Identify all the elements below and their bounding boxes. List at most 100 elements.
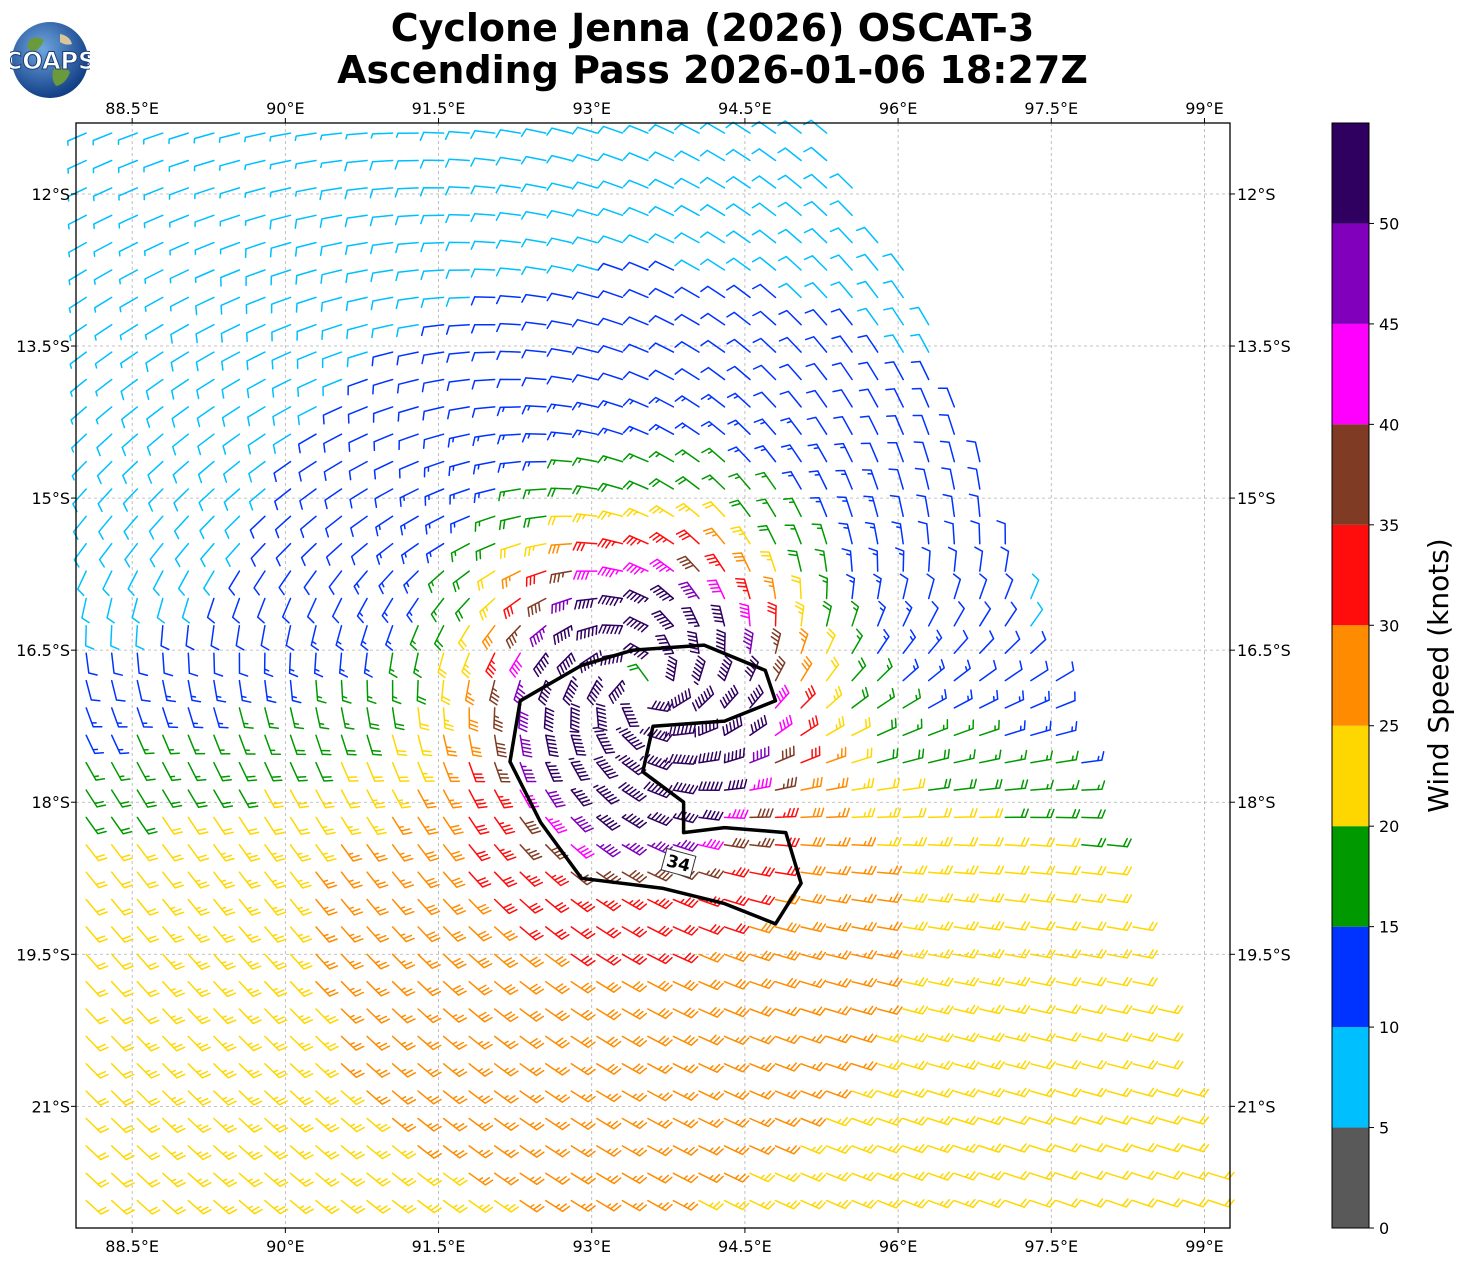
wind-barb-1038	[876, 893, 903, 904]
wind-barb-143	[597, 235, 624, 244]
wind-barb-1010	[162, 898, 185, 916]
wind-barb-223	[144, 323, 164, 340]
wind-barb-234	[420, 323, 445, 337]
wind-barb-1034	[774, 894, 801, 905]
wind-barb-1201	[774, 1006, 801, 1017]
wind-barb-1242	[723, 1035, 750, 1045]
wind-barb-1219	[136, 1035, 160, 1052]
wind-barb-1416	[723, 1145, 750, 1156]
wind-barb-604	[846, 573, 856, 600]
chart-title-line2: Ascending Pass 2026-01-06 18:27Z	[337, 48, 1088, 92]
wind-barb-797	[876, 717, 897, 737]
wind-barb-434	[223, 488, 241, 511]
wind-barb-1312	[315, 1090, 340, 1106]
wind-barb-369	[373, 433, 394, 452]
wind-barb-1306	[162, 1090, 186, 1106]
wind-barb-564	[759, 551, 777, 572]
wind-barb-48	[520, 155, 547, 165]
wind-barb-1359	[391, 1117, 417, 1132]
wind-barb-133	[344, 241, 368, 256]
wind-barb-81	[597, 180, 624, 189]
wind-barb-1193	[570, 1008, 596, 1021]
wind-barb-885	[85, 816, 107, 835]
wind-barb-783	[519, 734, 533, 758]
wind-barb-703	[464, 679, 475, 706]
wind-barb-318	[831, 362, 853, 381]
wind-barb-555	[525, 570, 547, 587]
wind-barb-503	[149, 542, 164, 568]
wind-barb-809	[187, 761, 207, 782]
wind-barb-958	[927, 836, 953, 847]
wind-barb-344	[622, 398, 649, 408]
wind-barb-791	[722, 716, 743, 737]
wind-barb-299	[347, 378, 368, 396]
wind-barb-161	[245, 269, 266, 287]
wind-barb-370	[398, 433, 419, 451]
wind-barb-991	[723, 867, 750, 878]
wind-barb-409	[497, 460, 521, 473]
wind-barb-1418	[774, 1145, 801, 1155]
wind-barb-1489	[315, 1199, 340, 1215]
wind-barb-1302	[1157, 1060, 1184, 1070]
wind-barb-110	[546, 209, 573, 219]
wind-barb-854	[315, 789, 335, 809]
wind-barb-1487	[264, 1199, 289, 1215]
colorbar-segment-6	[1332, 524, 1369, 626]
wind-barb-1141	[315, 980, 339, 997]
colorbar-border	[1331, 122, 1370, 1229]
wind-barb-1284	[698, 1063, 724, 1073]
wind-barb-429	[97, 488, 113, 513]
wind-barb-1177	[162, 1008, 186, 1025]
wind-barb-1475	[1106, 1170, 1133, 1181]
wind-barb-1427	[1004, 1143, 1031, 1153]
wind-barb-125	[143, 241, 164, 257]
wind-barb-1084	[1004, 921, 1031, 931]
wind-barb-200	[395, 296, 419, 310]
wind-barb-818	[417, 761, 435, 782]
wind-barb-307	[546, 375, 573, 385]
wind-barb-1081	[927, 921, 954, 931]
wind-barb-637	[710, 604, 726, 627]
wind-barb-127	[194, 241, 215, 256]
wind-barb-841	[1004, 749, 1028, 764]
wind-barb-1431	[1106, 1142, 1133, 1153]
wind-barb-341	[546, 403, 573, 413]
wind-barb-1244	[774, 1034, 801, 1045]
wind-barb-584	[331, 597, 343, 624]
wind-barb-1103	[417, 953, 441, 970]
wind-barb-1144	[391, 980, 416, 997]
wind-barb-920	[979, 808, 1004, 819]
wind-barb-1452	[519, 1172, 545, 1186]
colorbar-tick-9: 45	[1379, 315, 1399, 334]
wind-barb-477	[400, 515, 419, 536]
wind-barb-988	[647, 868, 673, 882]
wind-barb-1106	[493, 953, 519, 969]
wind-barb-210	[648, 287, 675, 299]
wind-barb-1013	[238, 898, 261, 916]
wind-barb-1121	[876, 949, 903, 960]
wind-barb-1258	[1132, 1032, 1158, 1042]
wind-barb-1318	[468, 1090, 494, 1104]
wind-barb-528	[784, 524, 802, 545]
wind-barb-750	[667, 688, 692, 711]
wind-barb-1420	[825, 1144, 852, 1154]
wind-barb-1229	[391, 1035, 416, 1051]
wind-barb-374	[497, 433, 521, 445]
wind-barb-1133	[110, 980, 134, 998]
wind-barb-1467	[902, 1171, 929, 1181]
wind-barb-1256	[1081, 1032, 1107, 1042]
colorbar-segment-0	[1332, 1127, 1369, 1228]
wind-barb-1369	[647, 1117, 673, 1129]
wind-barb-1091	[110, 953, 134, 971]
wind-barb-1362	[468, 1117, 494, 1132]
wind-barb-450	[622, 480, 649, 490]
wind-barb-990	[698, 868, 725, 879]
wind-barb-1490	[340, 1199, 366, 1214]
wind-barb-212	[700, 285, 726, 299]
wind-barb-286	[883, 334, 904, 353]
wind-barb-1499	[570, 1199, 596, 1212]
wind-barb-186	[882, 253, 904, 271]
wind-barb-136	[420, 241, 445, 253]
wind-barb-1386	[1081, 1115, 1107, 1125]
